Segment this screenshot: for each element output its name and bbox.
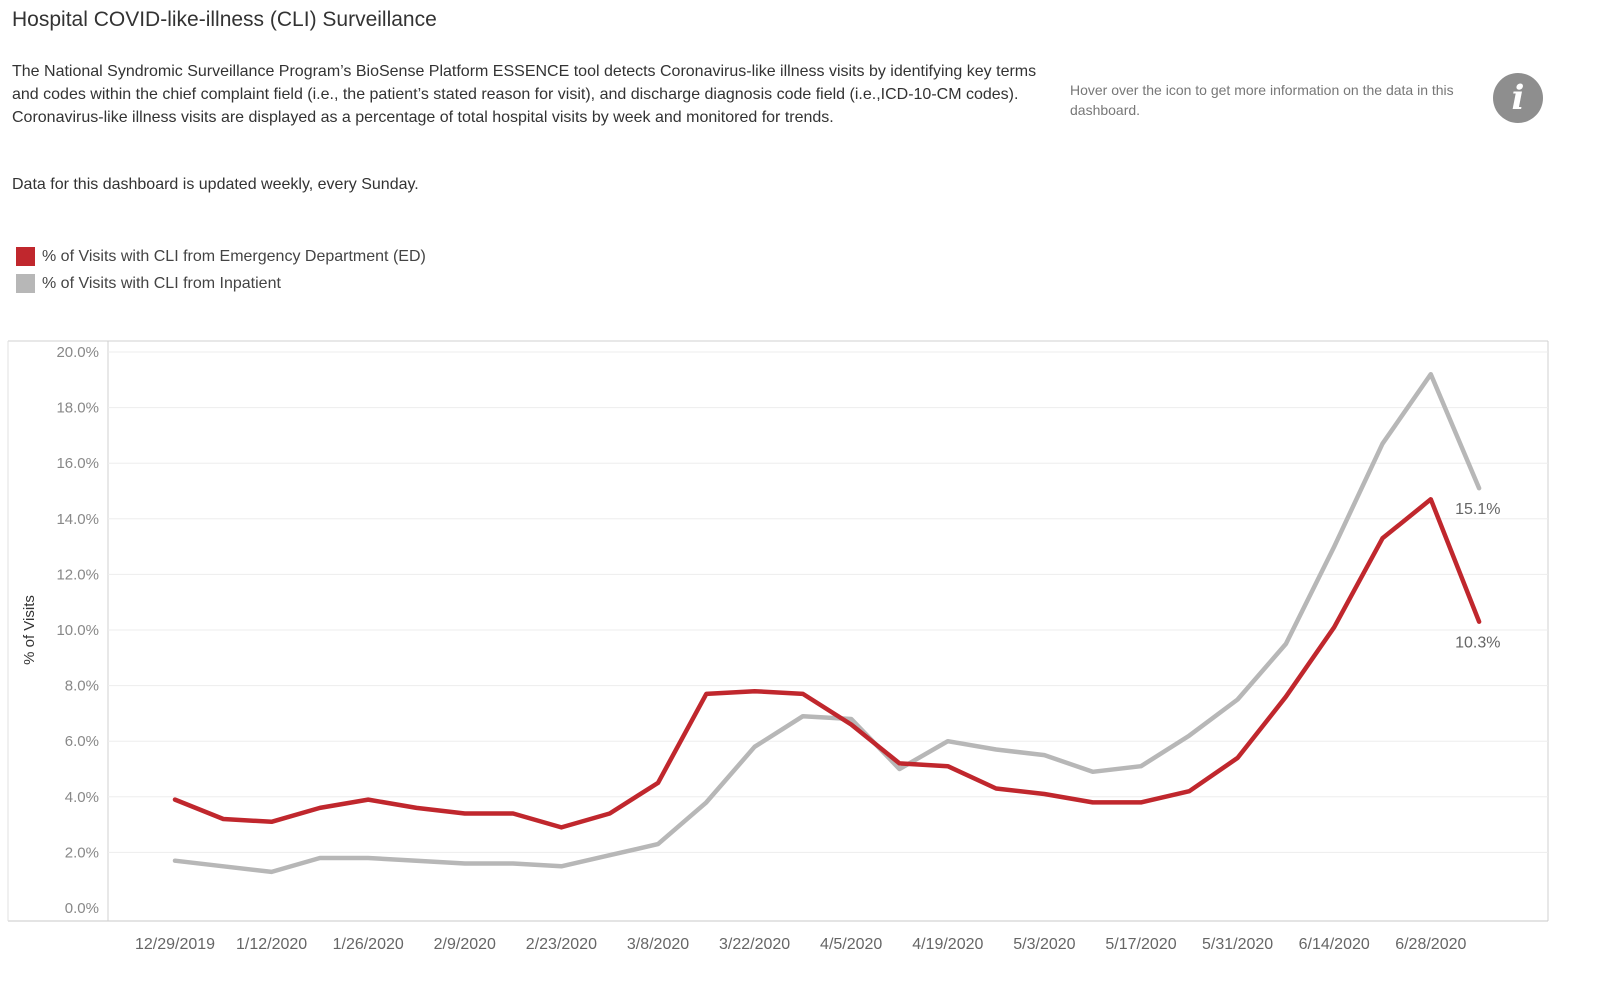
x-tick-label: 5/31/2020 — [1202, 936, 1273, 953]
x-tick-label: 1/12/2020 — [236, 936, 307, 953]
y-tick-label: 20.0% — [56, 344, 99, 361]
page-title: Hospital COVID-like-illness (CLI) Survei… — [12, 8, 437, 31]
data-label-inpatient-end: 15.1% — [1455, 501, 1500, 518]
y-tick-label: 10.0% — [56, 622, 99, 639]
x-tick-label: 6/14/2020 — [1299, 936, 1370, 953]
legend-swatch-inpatient — [16, 274, 35, 293]
x-tick-label: 2/23/2020 — [526, 936, 597, 953]
y-axis-title: % of Visits — [21, 595, 38, 665]
series-line-inpatient — [172, 371, 1482, 875]
x-tick-label: 6/28/2020 — [1395, 936, 1466, 953]
x-tick-label: 4/5/2020 — [820, 936, 882, 953]
update-note: Data for this dashboard is updated weekl… — [12, 176, 419, 193]
x-tick-label: 4/19/2020 — [912, 936, 983, 953]
series-line-ed — [172, 497, 1482, 830]
y-tick-label: 18.0% — [56, 400, 99, 417]
x-tick-label: 2/9/2020 — [434, 936, 496, 953]
info-icon[interactable]: i — [1493, 73, 1543, 123]
dashboard-description: The National Syndromic Surveillance Prog… — [12, 63, 1037, 126]
y-tick-label: 8.0% — [65, 678, 99, 695]
legend-swatch-ed — [16, 247, 35, 266]
data-label-ed-end: 10.3% — [1455, 635, 1500, 652]
legend-item-inpatient[interactable]: % of Visits with CLI from Inpatient — [16, 270, 426, 297]
y-tick-label: 4.0% — [65, 789, 99, 806]
line-chart: 0.0% 2.0% 4.0% 6.0% 8.0% 10.0% 12.0% 14.0% 16.0%… — [7, 340, 1549, 953]
y-tick-label: 12.0% — [56, 566, 99, 583]
x-tick-label: 1/26/2020 — [333, 936, 404, 953]
x-tick-label: 3/8/2020 — [627, 936, 689, 953]
legend-label-inpatient: % of Visits with CLI from Inpatient — [42, 274, 281, 292]
y-tick-label: 16.0% — [56, 455, 99, 472]
y-tick-label: 2.0% — [65, 844, 99, 861]
hover-note: Hover over the icon to get more informat… — [1070, 82, 1454, 118]
y-tick-label: 6.0% — [65, 733, 99, 750]
x-tick-label: 12/29/2019 — [135, 936, 215, 953]
x-tick-label: 3/22/2020 — [719, 936, 790, 953]
legend-item-ed[interactable]: % of Visits with CLI from Emergency Depa… — [16, 243, 426, 270]
x-tick-label: 5/3/2020 — [1013, 936, 1075, 953]
y-tick-label: 0.0% — [65, 900, 99, 917]
y-tick-label: 14.0% — [56, 511, 99, 528]
legend-label-ed: % of Visits with CLI from Emergency Depa… — [42, 247, 426, 265]
chart-legend: % of Visits with CLI from Emergency Depa… — [16, 243, 426, 297]
x-tick-label: 5/17/2020 — [1105, 936, 1176, 953]
